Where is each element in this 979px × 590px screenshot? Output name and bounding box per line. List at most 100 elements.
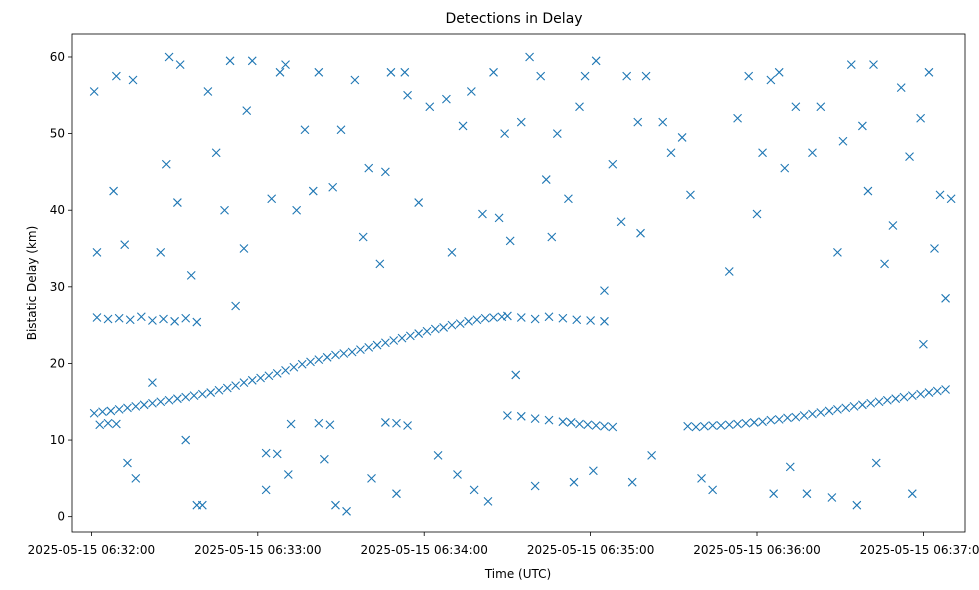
data-point-marker	[852, 500, 862, 510]
data-point-marker	[247, 56, 257, 66]
data-point-marker	[300, 125, 310, 135]
data-point-marker	[433, 450, 443, 460]
data-point-marker	[123, 403, 132, 413]
data-point-marker	[641, 71, 651, 81]
data-point-marker	[222, 383, 232, 393]
data-point-marker	[319, 454, 329, 464]
y-tick-label: 20	[50, 356, 65, 370]
data-point-marker	[816, 102, 826, 112]
data-point-marker	[558, 417, 568, 427]
data-point-marker	[783, 413, 792, 423]
data-point-marker	[203, 87, 213, 96]
data-point-marker	[314, 355, 324, 365]
data-point-marker	[658, 117, 668, 127]
y-tick-label: 50	[50, 127, 65, 141]
chart-title: Detections in Delay	[445, 11, 582, 27]
data-point-marker	[888, 221, 898, 230]
data-point-marker	[256, 373, 265, 383]
data-point-marker	[489, 67, 498, 77]
data-point-marker	[516, 411, 526, 421]
data-point-marker	[588, 466, 598, 476]
data-point-marker	[331, 350, 340, 360]
data-point-marker	[272, 449, 282, 459]
data-point-marker	[242, 106, 252, 116]
data-point-marker	[849, 401, 859, 411]
data-point-marker	[275, 67, 285, 77]
data-point-marker	[308, 186, 318, 196]
data-point-marker	[114, 405, 124, 414]
data-point-marker	[924, 67, 934, 77]
data-point-marker	[380, 167, 390, 177]
y-tick-label: 30	[50, 280, 65, 294]
data-point-marker	[824, 406, 834, 416]
data-point-marker	[197, 389, 207, 399]
data-point-marker	[364, 163, 374, 173]
data-point-marker	[741, 418, 751, 428]
data-point-marker	[733, 113, 742, 123]
data-point-marker	[123, 458, 132, 468]
data-point-marker	[699, 421, 709, 431]
data-point-marker	[455, 319, 465, 328]
data-point-marker	[350, 75, 360, 85]
data-point-marker	[267, 194, 277, 204]
data-point-marker	[907, 391, 917, 401]
data-point-marker	[148, 378, 157, 387]
data-point-marker	[503, 411, 512, 420]
data-point-marker	[328, 182, 338, 192]
data-point-marker	[197, 500, 207, 510]
data-point-marker	[863, 186, 873, 196]
data-point-marker	[827, 493, 837, 502]
data-point-marker	[358, 232, 368, 242]
data-point-marker	[500, 129, 510, 138]
data-point-marker	[575, 419, 584, 429]
data-point-marker	[744, 71, 754, 81]
data-point-marker	[186, 270, 196, 280]
data-point-marker	[808, 409, 817, 419]
data-point-marker	[566, 418, 576, 427]
data-point-marker	[264, 371, 274, 381]
data-point-marker	[367, 473, 376, 483]
data-point-marker	[708, 485, 718, 495]
data-point-marker	[289, 362, 299, 372]
data-point-marker	[808, 148, 817, 158]
x-tick-label: 2025-05-15 06:34:00	[360, 543, 487, 557]
data-point-marker	[220, 205, 229, 215]
data-point-marker	[677, 133, 687, 142]
data-point-marker	[403, 421, 412, 430]
data-point-marker	[297, 359, 307, 369]
data-point-marker	[292, 205, 302, 215]
y-tick-label: 60	[50, 50, 65, 64]
data-point-marker	[225, 56, 235, 66]
data-point-marker	[636, 228, 645, 238]
data-point-marker	[131, 473, 141, 483]
data-point-marker	[547, 232, 557, 242]
data-point-marker	[905, 152, 914, 161]
data-point-marker	[857, 121, 867, 131]
y-tick-label: 10	[50, 433, 65, 447]
data-point-marker	[453, 470, 462, 479]
y-axis: 0 10 20 30 40 50 60	[50, 50, 72, 524]
data-point-marker	[525, 52, 534, 62]
data-point-marker	[616, 217, 626, 227]
data-point-marker	[489, 313, 498, 322]
data-point-marker	[306, 357, 315, 367]
data-point-marker	[530, 414, 540, 423]
data-point-marker	[907, 489, 917, 499]
data-point-marker	[172, 198, 182, 207]
data-point-marker	[503, 311, 512, 321]
data-point-marker	[724, 420, 734, 430]
data-point-marker	[231, 381, 241, 391]
data-point-marker	[403, 90, 412, 100]
data-markers	[89, 52, 956, 516]
data-point-marker	[131, 401, 141, 411]
data-point-marker	[882, 395, 892, 405]
data-point-marker	[899, 392, 909, 402]
data-point-marker	[932, 386, 942, 396]
data-point-marker	[442, 94, 451, 104]
data-point-marker	[447, 320, 457, 330]
data-point-marker	[575, 102, 584, 112]
data-point-marker	[211, 148, 221, 158]
data-point-marker	[103, 314, 113, 324]
data-point-marker	[530, 314, 540, 324]
data-point-marker	[791, 102, 801, 112]
